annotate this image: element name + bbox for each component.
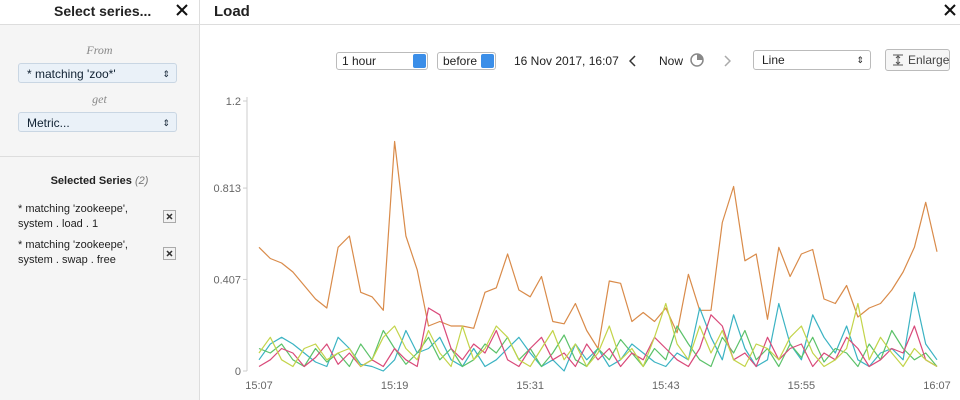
close-icon[interactable] bbox=[176, 4, 188, 16]
item-line: system . load . 1 bbox=[18, 218, 99, 230]
series-line bbox=[258, 302, 938, 368]
series-line bbox=[258, 140, 938, 350]
close-icon[interactable] bbox=[944, 4, 956, 16]
remove-button[interactable] bbox=[163, 247, 176, 260]
x-tick-label: 15:43 bbox=[652, 380, 680, 392]
direction-text: before bbox=[443, 54, 478, 68]
view-select[interactable]: Line ⇕ bbox=[753, 50, 871, 70]
panel-title: Load bbox=[214, 3, 250, 20]
series-item: * matching 'zookeepe', system . swap . fr… bbox=[18, 238, 128, 268]
x-tick-label: 15:19 bbox=[381, 380, 409, 392]
prev-arrow[interactable] bbox=[629, 55, 637, 67]
enlarge-button[interactable]: Enlarge bbox=[885, 49, 950, 71]
enlarge-text: Enlarge bbox=[908, 53, 950, 67]
enlarge-icon bbox=[893, 54, 903, 66]
select-arrows: ⇕ bbox=[856, 55, 864, 65]
metric-text: Metric... bbox=[27, 116, 70, 130]
y-tick-label: 0.407 bbox=[213, 274, 241, 286]
item-line: * matching 'zookeepe', bbox=[18, 203, 128, 215]
range-text: 1 hour bbox=[342, 54, 377, 68]
item-line: system . swap . free bbox=[18, 254, 116, 266]
chart: 0 0.407 0.813 1.2 15:07 15:19 15:31 15:43 15:55 1… bbox=[213, 96, 951, 392]
y-tick-label: 0 bbox=[235, 366, 241, 378]
select-arrows: ⇕ bbox=[162, 118, 170, 128]
selected-heading: Selected Series (2) bbox=[0, 175, 199, 187]
item-line: * matching 'zookeepe', bbox=[18, 239, 128, 251]
get-label: get bbox=[92, 92, 107, 106]
date-label: 16 Nov 2017, 16:07 bbox=[514, 54, 619, 68]
source-text: * matching 'zoo*' bbox=[27, 67, 116, 81]
x-tick-label: 16:07 bbox=[923, 380, 951, 392]
sidebar-title: Select series... bbox=[54, 3, 152, 19]
direction-select[interactable]: before bbox=[437, 52, 496, 70]
source-select[interactable]: * matching 'zoo*' ⇕ bbox=[18, 63, 177, 83]
series-item: * matching 'zookeepe', system . load . 1 bbox=[18, 202, 128, 232]
remove-button[interactable] bbox=[163, 210, 176, 223]
select-arrows: ⇕ bbox=[162, 69, 170, 79]
selected-count: (2) bbox=[134, 175, 149, 187]
range-select[interactable]: 1 hour bbox=[336, 52, 428, 70]
from-label: From bbox=[86, 43, 113, 57]
x-tick-label: 15:31 bbox=[516, 380, 544, 392]
x-tick-label: 15:55 bbox=[788, 380, 816, 392]
x-tick-label: 15:07 bbox=[245, 380, 273, 392]
next-arrow[interactable] bbox=[723, 55, 731, 67]
sidebar-header: Select series... bbox=[0, 0, 199, 25]
select-arrows bbox=[413, 54, 426, 68]
series-line bbox=[258, 307, 938, 368]
view-text: Line bbox=[762, 53, 785, 67]
select-arrows bbox=[481, 54, 494, 68]
divider bbox=[0, 156, 199, 157]
y-tick-label: 1.2 bbox=[226, 96, 241, 108]
now-button[interactable]: Now bbox=[659, 54, 684, 68]
panel-header: Load bbox=[200, 0, 960, 25]
series-sidebar: Select series... From * matching 'zoo*' ⇕… bbox=[0, 0, 200, 400]
clock-icon bbox=[690, 53, 704, 67]
metric-select[interactable]: Metric... ⇕ bbox=[18, 112, 177, 132]
selected-title: Selected Series bbox=[50, 175, 132, 187]
y-tick-label: 0.813 bbox=[213, 183, 241, 195]
